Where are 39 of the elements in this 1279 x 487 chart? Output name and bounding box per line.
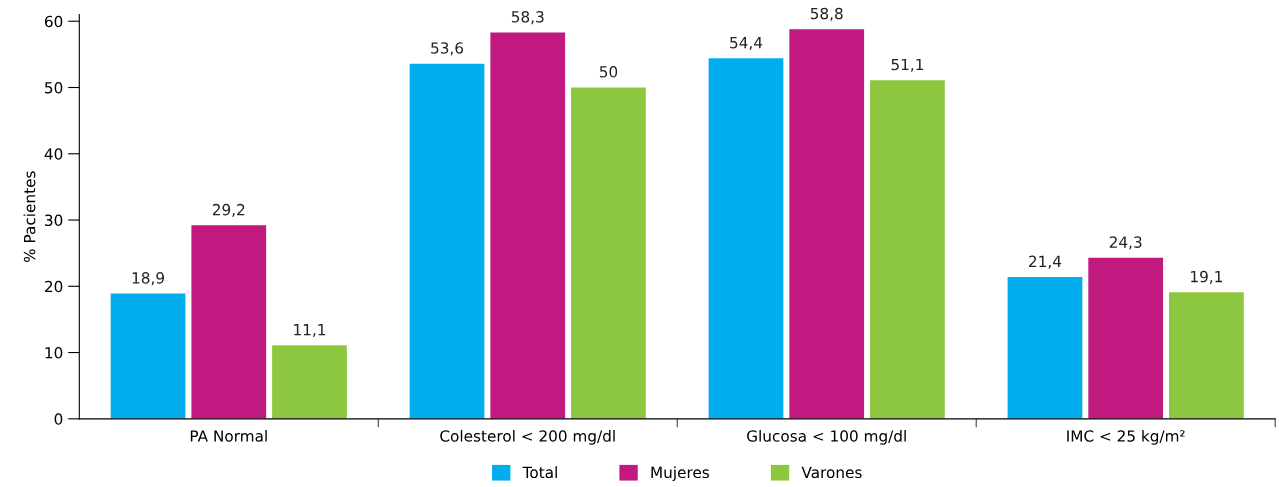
x-tick-label: Colesterol < 200 mg/dl	[440, 429, 615, 445]
data-label: 21,4	[1029, 255, 1062, 269]
y-tick-label: 40	[44, 148, 63, 160]
bar	[1007, 277, 1083, 419]
data-label: 29,2	[212, 203, 245, 217]
bar	[409, 63, 485, 419]
data-label: 19,1	[1191, 270, 1222, 284]
y-axis-title: % Pacientes	[23, 171, 36, 263]
data-label: 58,8	[810, 7, 843, 21]
bar	[272, 345, 347, 419]
y-tick-label: 0	[54, 413, 63, 425]
bar	[191, 225, 267, 419]
legend-label: Varones	[801, 466, 862, 479]
x-tick-label: IMC < 25 kg/m²	[1067, 429, 1185, 445]
x-tick-label: PA Normal	[190, 429, 267, 442]
data-label: 58,3	[511, 11, 544, 25]
data-label: 24,3	[1109, 236, 1142, 250]
data-label: 51,1	[891, 58, 924, 72]
bar	[1088, 257, 1164, 419]
bar	[571, 87, 646, 419]
data-label: 50	[599, 66, 618, 78]
y-tick-label: 50	[45, 81, 63, 94]
y-tick-label: 60	[44, 15, 63, 28]
bar	[1169, 292, 1244, 419]
y-tick-label: 20	[45, 280, 63, 293]
bar	[708, 58, 784, 419]
bar	[490, 32, 566, 419]
legend-label: Total	[522, 466, 557, 479]
bar	[110, 293, 186, 419]
bar	[870, 80, 945, 419]
data-label: 18,9	[132, 272, 164, 286]
data-label: 53,6	[431, 42, 464, 56]
x-tick-label: Glucosa < 100 mg/dl	[747, 429, 906, 445]
legend-label: Mujeres	[651, 466, 710, 482]
y-tick-label: 30	[45, 214, 63, 227]
data-label: 11,1	[294, 324, 326, 337]
data-label: 54,4	[730, 37, 763, 50]
bar	[789, 29, 865, 419]
y-tick-label: 10	[45, 347, 63, 359]
